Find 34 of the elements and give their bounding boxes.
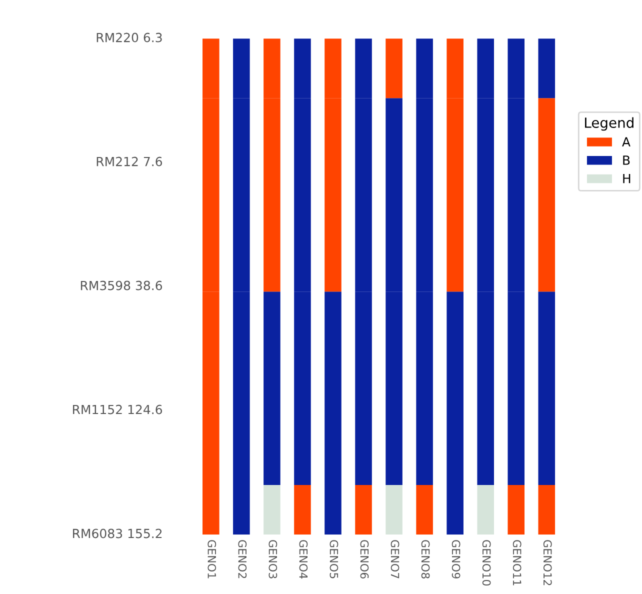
text: RM220 6.3 xyxy=(96,32,162,42)
bar xyxy=(294,485,311,535)
bar xyxy=(264,485,280,535)
bar xyxy=(386,38,402,98)
bar xyxy=(386,485,402,535)
bar xyxy=(355,485,372,535)
bar xyxy=(538,292,556,486)
bar xyxy=(416,485,433,535)
x-tick-label: GENO11 xyxy=(512,540,522,586)
x-tick-label: GENO1 xyxy=(208,540,216,578)
bar xyxy=(264,292,280,486)
text: RM212 7.6 xyxy=(96,156,162,166)
text: RM3598 38.6 xyxy=(80,280,162,290)
x-tick-label: GENO6 xyxy=(360,540,369,579)
bar xyxy=(477,485,494,535)
legend-label: A xyxy=(622,137,630,146)
bar xyxy=(538,98,556,292)
bar xyxy=(538,485,556,535)
x-tick-label: GENO7 xyxy=(390,540,400,578)
bar xyxy=(508,485,525,535)
text: RM6083 155.2 xyxy=(72,528,162,538)
x-tick-label: GENO5 xyxy=(330,540,338,578)
x-tick-label: GENO12 xyxy=(543,540,552,586)
legend-label: B xyxy=(623,156,630,165)
legend-label: H xyxy=(623,174,630,184)
text: RM1152 124.6 xyxy=(72,404,162,414)
x-tick-label: GENO2 xyxy=(238,540,247,578)
legend-title: Legend xyxy=(585,117,634,131)
x-tick-label: GENO4 xyxy=(299,540,308,579)
x-tick-label: GENO8 xyxy=(421,540,430,578)
x-tick-label: GENO10 xyxy=(482,540,491,586)
x-tick-label: GENO3 xyxy=(268,540,278,578)
bar xyxy=(538,38,556,98)
x-tick-label: GENO9 xyxy=(452,540,460,578)
